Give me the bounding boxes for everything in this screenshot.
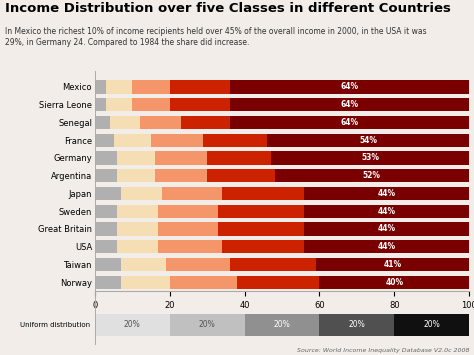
Bar xyxy=(95,314,170,336)
Bar xyxy=(95,240,117,253)
Bar xyxy=(121,187,162,200)
Bar xyxy=(237,275,319,289)
Text: 40%: 40% xyxy=(385,278,403,287)
Text: 52%: 52% xyxy=(363,171,381,180)
Bar xyxy=(229,116,469,129)
Text: 54%: 54% xyxy=(359,136,377,145)
Bar xyxy=(267,133,469,147)
Bar xyxy=(394,314,469,336)
Bar xyxy=(140,116,181,129)
Text: 41%: 41% xyxy=(383,260,401,269)
Text: 44%: 44% xyxy=(378,207,396,216)
Bar xyxy=(110,116,140,129)
Text: 20%: 20% xyxy=(423,320,440,329)
Bar xyxy=(95,98,106,111)
Bar xyxy=(95,258,121,271)
Bar xyxy=(229,98,469,111)
Bar xyxy=(222,187,304,200)
Bar xyxy=(158,222,219,236)
Text: 20%: 20% xyxy=(348,320,365,329)
Bar xyxy=(114,133,151,147)
Bar xyxy=(95,151,117,165)
Text: 64%: 64% xyxy=(340,118,358,127)
Bar xyxy=(117,151,155,165)
Text: 64%: 64% xyxy=(340,100,358,109)
Bar xyxy=(274,169,469,182)
Bar xyxy=(229,258,316,271)
Bar xyxy=(95,222,117,236)
Text: 44%: 44% xyxy=(378,242,396,251)
Bar xyxy=(229,80,469,94)
Bar xyxy=(95,116,110,129)
Bar xyxy=(170,80,229,94)
Bar xyxy=(181,116,229,129)
Bar xyxy=(245,314,319,336)
Bar xyxy=(106,98,132,111)
Text: 20%: 20% xyxy=(124,320,141,329)
Bar xyxy=(95,275,121,289)
Bar xyxy=(121,258,166,271)
Bar xyxy=(304,187,469,200)
Bar xyxy=(207,151,271,165)
Text: 20%: 20% xyxy=(273,320,291,329)
Text: Uniform distribution: Uniform distribution xyxy=(20,322,90,328)
Bar xyxy=(95,169,117,182)
Bar xyxy=(170,314,245,336)
Bar xyxy=(106,80,132,94)
Bar xyxy=(170,98,229,111)
Text: 64%: 64% xyxy=(340,82,358,92)
Bar xyxy=(166,258,229,271)
Bar xyxy=(95,133,114,147)
Bar xyxy=(207,169,274,182)
Bar xyxy=(304,222,469,236)
Bar xyxy=(162,187,222,200)
Bar xyxy=(121,275,170,289)
Bar xyxy=(319,314,394,336)
Text: In Mexico the richest 10% of income recipients held over 45% of the overall inco: In Mexico the richest 10% of income reci… xyxy=(5,27,427,47)
Text: Income Distribution over five Classes in different Countries: Income Distribution over five Classes in… xyxy=(5,2,451,15)
Bar xyxy=(132,80,170,94)
Bar xyxy=(95,187,121,200)
Bar xyxy=(271,151,469,165)
Text: 20%: 20% xyxy=(199,320,216,329)
Bar xyxy=(158,240,222,253)
Bar xyxy=(319,275,469,289)
Bar xyxy=(117,222,158,236)
Bar xyxy=(117,169,155,182)
Text: Source: World Income Inequality Database V2.0c 2008: Source: World Income Inequality Database… xyxy=(297,348,469,353)
Text: 53%: 53% xyxy=(361,153,379,163)
Text: 44%: 44% xyxy=(378,224,396,234)
Text: 44%: 44% xyxy=(378,189,396,198)
Bar xyxy=(222,240,304,253)
Bar xyxy=(170,275,237,289)
Bar xyxy=(158,204,219,218)
Bar xyxy=(219,222,304,236)
Bar xyxy=(219,204,304,218)
Bar xyxy=(95,204,117,218)
Bar xyxy=(117,240,158,253)
Bar xyxy=(155,151,207,165)
Bar xyxy=(155,169,207,182)
Bar xyxy=(117,204,158,218)
Bar xyxy=(132,98,170,111)
Bar xyxy=(203,133,267,147)
Bar xyxy=(151,133,203,147)
Bar xyxy=(316,258,469,271)
Bar xyxy=(95,80,106,94)
Bar xyxy=(304,240,469,253)
Bar xyxy=(304,204,469,218)
